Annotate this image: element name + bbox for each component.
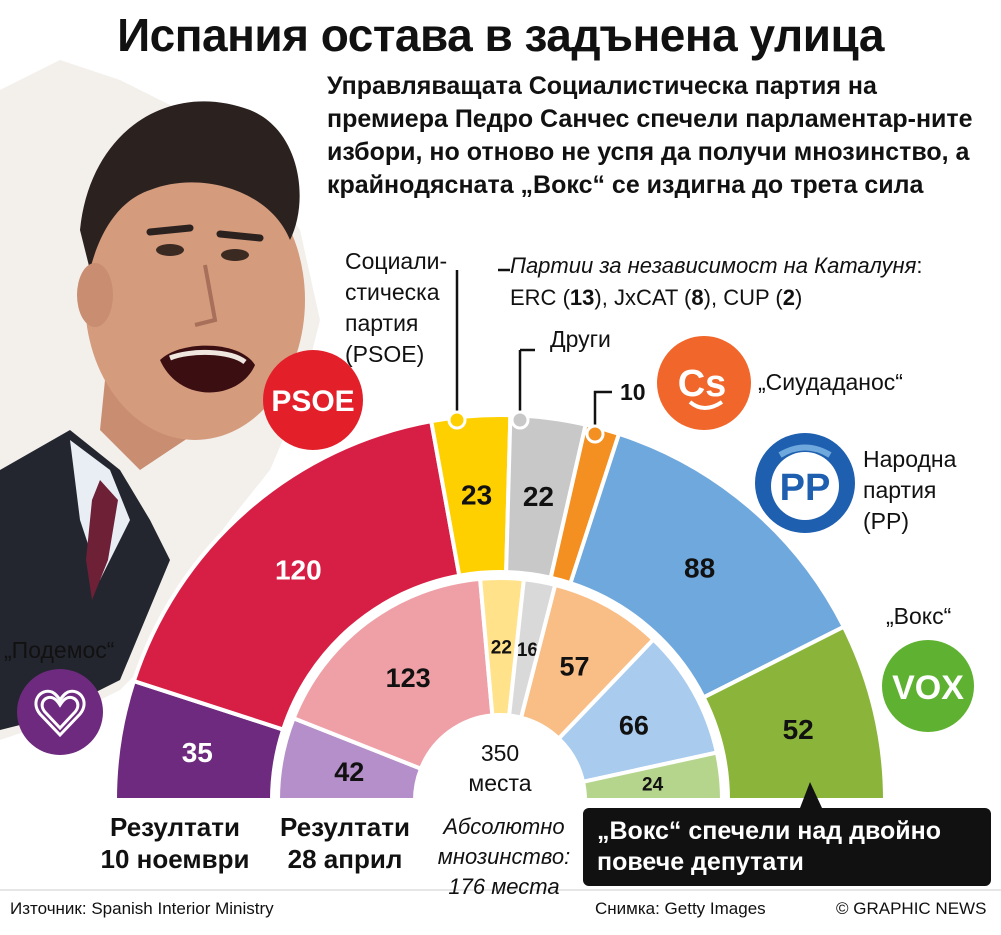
psoe-label: Социали- стическа партия (PSOE) [345, 248, 448, 367]
svg-text:PP: PP [780, 467, 831, 509]
svg-text:VOX: VOX [892, 669, 964, 707]
seat-value-others: 22 [523, 481, 554, 512]
seat-segment-psoe [290, 576, 495, 772]
others-leader-dot [510, 410, 530, 430]
podemos-label: „Подемос“ [4, 637, 115, 663]
seat-segment-psoe [131, 418, 462, 733]
vox-callout: „Вокс“ спечели над двойно повече депутат… [583, 808, 991, 886]
cs-leader-line [593, 390, 612, 432]
cs-logo: Cs [657, 336, 751, 430]
cs-leader-dot [585, 424, 605, 444]
november-results-label: Резултати 10 ноември [100, 812, 250, 874]
majority-label: Абсолютно мнозинство: 176 места [437, 814, 571, 899]
seat-value-pp: 66 [619, 711, 649, 741]
catalan-label: Партии за независимост на Каталуня: ERC … [510, 253, 923, 310]
seat-value-psoe: 123 [386, 663, 431, 693]
seat-value-vox: 24 [642, 774, 664, 795]
total-seats-label: 350 места [468, 740, 532, 796]
source-note: Източник: Spanish Interior Ministry [10, 899, 274, 918]
april-results-label: Резултати 28 април [280, 812, 410, 874]
seat-value-podemos: 35 [182, 737, 213, 768]
heart-icon [34, 689, 86, 738]
callout-pointer [800, 782, 822, 808]
leader-lines [455, 268, 612, 432]
psoe-logo: PSOE [263, 350, 363, 450]
cs-label: „Сиудаданос“ [758, 369, 903, 395]
seat-value-others: 16 [517, 640, 538, 661]
page-title: Испания остава в задънена улица [117, 9, 884, 61]
graphic-credit: © GRAPHIC NEWS [836, 899, 987, 918]
seat-value-vox: 52 [783, 714, 814, 745]
seat-value-psoe: 120 [275, 554, 322, 585]
svg-text:Cs: Cs [678, 363, 727, 405]
portrait-photo [0, 60, 320, 740]
vox-logo: VOX [882, 640, 974, 732]
seat-value-catalan: 22 [491, 637, 512, 658]
seat-segment-vox [580, 750, 725, 802]
others-label: Други [550, 326, 611, 352]
subtitle: Управляващата Социалистическа партия на … [327, 72, 973, 199]
inner-ring-april: 42 123 22 16 57 66 24 [275, 576, 725, 802]
photo-credit: Снимка: Getty Images [595, 899, 766, 918]
cs-seats-label: 10 [620, 379, 646, 405]
pp-logo: PP [755, 433, 855, 533]
outer-ring-november: 35 120 23 22 88 52 [112, 413, 888, 802]
podemos-logo [17, 669, 103, 755]
svg-text:PSOE: PSOE [271, 385, 354, 418]
pp-label: Народна партия (PP) [863, 446, 957, 534]
leader-dots [447, 410, 605, 444]
seat-value-pp: 88 [684, 552, 715, 583]
psoe-leader-dot [447, 410, 467, 430]
seat-value-podemos: 42 [334, 757, 364, 787]
seat-value-catalan: 23 [461, 479, 492, 510]
seat-segment-vox [700, 624, 888, 802]
seat-value-cs: 57 [560, 652, 590, 682]
vox-label: „Вокс“ [886, 603, 952, 629]
